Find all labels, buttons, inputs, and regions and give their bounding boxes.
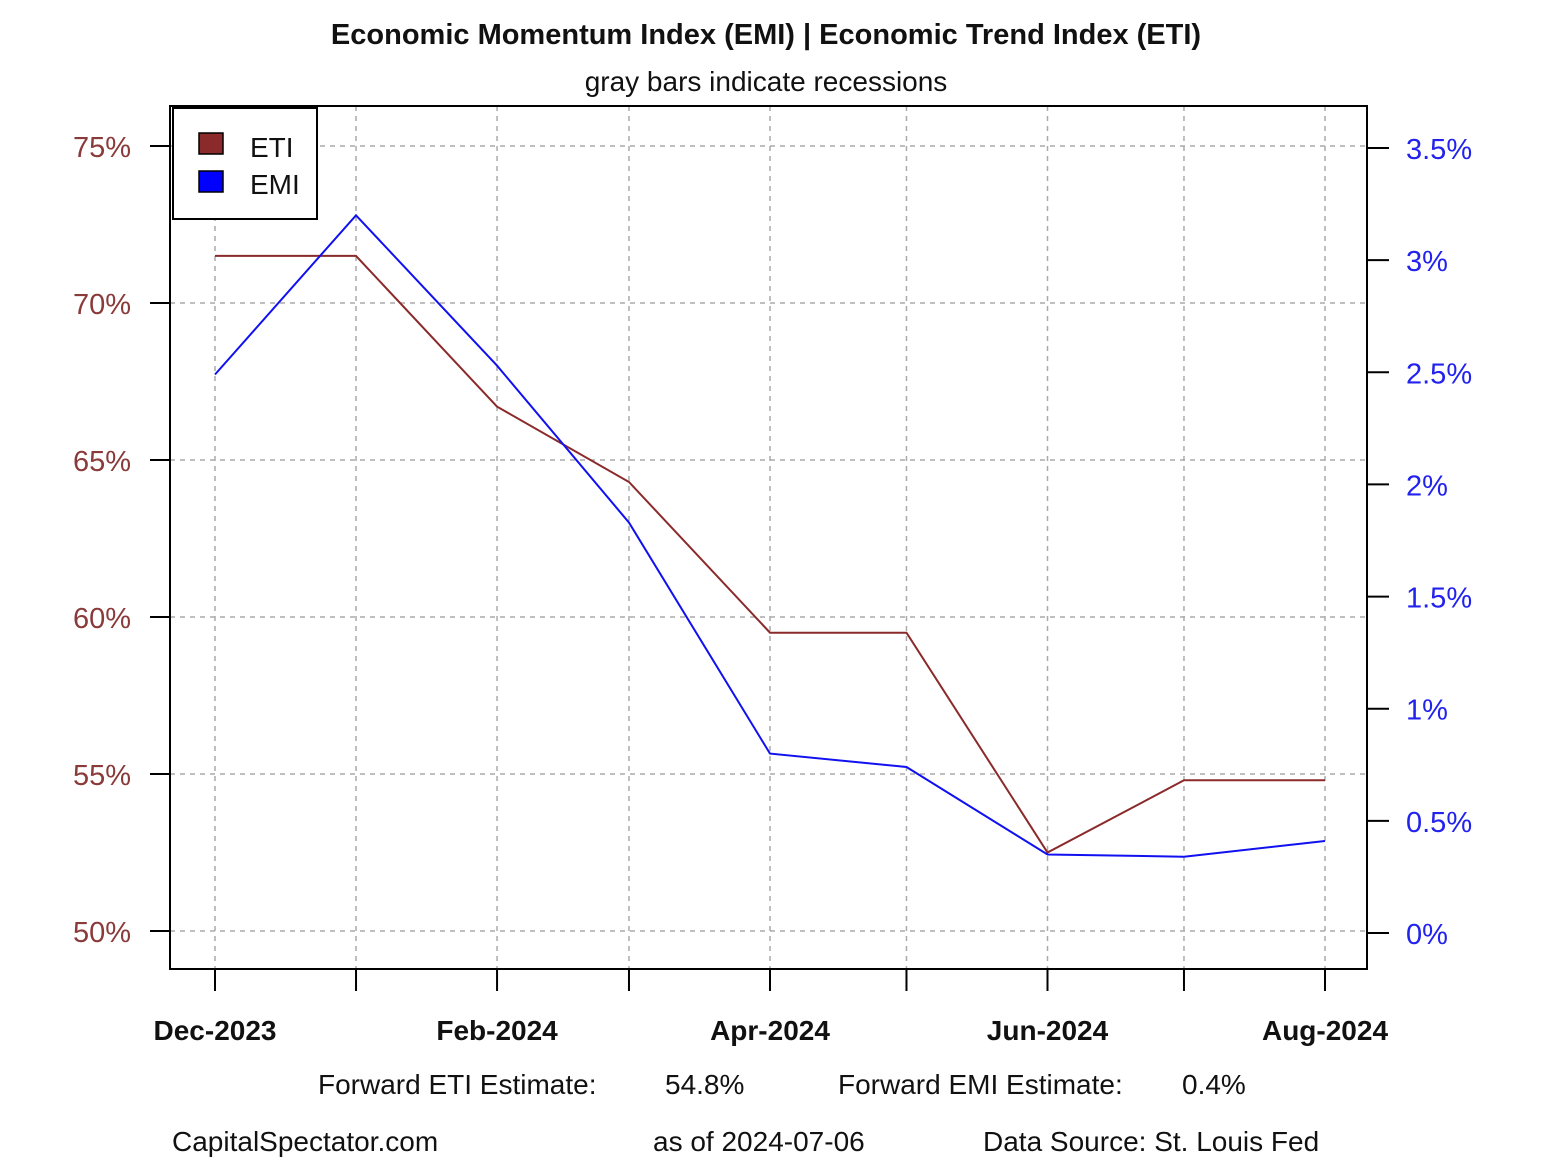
x-tick-label: Feb-2024 bbox=[436, 1015, 558, 1046]
emi-estimate-value: 0.4% bbox=[1182, 1069, 1246, 1100]
chart-title: Economic Momentum Index (EMI) | Economic… bbox=[331, 19, 1201, 51]
emi-estimate-label: Forward EMI Estimate: bbox=[838, 1069, 1123, 1100]
eti-estimate-value: 54.8% bbox=[665, 1069, 744, 1100]
plot-frame bbox=[169, 105, 1368, 970]
legend-swatch-emi bbox=[198, 170, 224, 193]
y-right-tick-label: 0.5% bbox=[1406, 807, 1472, 839]
legend-box bbox=[172, 107, 318, 220]
eti-estimate-label: Forward ETI Estimate: bbox=[318, 1069, 597, 1100]
source-site: CapitalSpectator.com bbox=[172, 1126, 438, 1157]
y-left-tick-label: 65% bbox=[73, 446, 131, 478]
legend-swatch-eti bbox=[198, 132, 224, 155]
y-right-tick-label: 3% bbox=[1406, 246, 1448, 278]
y-right-tick-label: 1.5% bbox=[1406, 583, 1472, 615]
y-left-tick-label: 60% bbox=[73, 603, 131, 635]
axes: Dec-2023 Feb-2024 Apr-2024 Jun-2024 Aug-2024… bbox=[73, 132, 1472, 1046]
series-line-eti bbox=[215, 254, 1325, 854]
x-tick-label: Apr-2024 bbox=[710, 1015, 830, 1046]
as-of-date: as of 2024-07-06 bbox=[653, 1126, 865, 1157]
y-right-tick-label: 2.5% bbox=[1406, 358, 1472, 390]
y-left-tick-label: 55% bbox=[73, 760, 131, 792]
x-tick-label: Dec-2023 bbox=[154, 1015, 277, 1046]
y-left-tick-label: 50% bbox=[73, 917, 131, 949]
series-lines bbox=[214, 213, 1326, 858]
legend: ETI EMI bbox=[172, 107, 318, 220]
x-tick-label: Aug-2024 bbox=[1262, 1015, 1388, 1046]
y-right-tick-label: 1% bbox=[1406, 695, 1448, 727]
legend-label-emi: EMI bbox=[250, 169, 300, 200]
y-left-tick-label: 75% bbox=[73, 132, 131, 164]
x-tick-label: Jun-2024 bbox=[987, 1015, 1109, 1046]
grid bbox=[170, 106, 1367, 969]
y-left-tick-label: 70% bbox=[73, 289, 131, 321]
chart-subtitle: gray bars indicate recessions bbox=[585, 66, 948, 97]
series-line-emi bbox=[214, 213, 1326, 858]
y-right-tick-label: 2% bbox=[1406, 470, 1448, 502]
legend-label-eti: ETI bbox=[250, 132, 294, 163]
y-right-tick-label: 0% bbox=[1406, 919, 1448, 951]
y-right-tick-label: 3.5% bbox=[1406, 134, 1472, 166]
data-source: Data Source: St. Louis Fed bbox=[983, 1126, 1319, 1157]
